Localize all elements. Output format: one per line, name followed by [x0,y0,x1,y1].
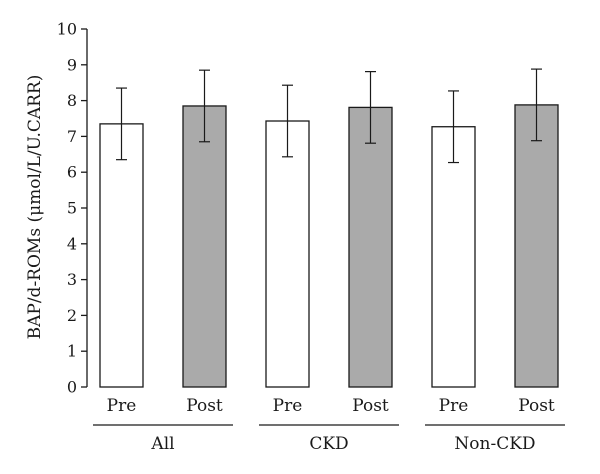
y-axis-title: BAP/d-ROMs (μmol/L/U.CARR) [25,75,45,340]
category-label: Post [352,396,389,416]
bar [431,126,476,388]
bar [99,123,144,388]
y-tick-label: 1 [67,342,77,361]
chart-bars [99,68,559,388]
y-tick-label: 9 [67,55,77,74]
y-tick-label: 10 [57,20,77,39]
chart-axes: 0 1 2 3 4 5 6 7 8 9 10 [57,20,88,397]
bar [182,105,227,388]
group-label: All [150,434,174,454]
y-tick-label: 0 [67,378,77,397]
y-tick-label: 2 [67,306,77,325]
category-label: Pre [439,396,469,416]
y-tick-label: 6 [67,163,77,182]
category-label: Pre [273,396,303,416]
y-tick-label: 4 [67,234,77,253]
y-tick-label: 5 [67,199,77,218]
bar [348,106,393,388]
group-label: CKD [309,434,348,454]
group-label: Non-CKD [454,434,535,454]
category-label: Post [518,396,555,416]
bar [514,104,559,388]
y-tick-label: 3 [67,270,77,289]
category-label: Pre [107,396,137,416]
y-tick-label: 7 [67,127,77,146]
category-label: Post [186,396,223,416]
y-tick-label: 8 [67,91,77,110]
bar [265,120,310,388]
